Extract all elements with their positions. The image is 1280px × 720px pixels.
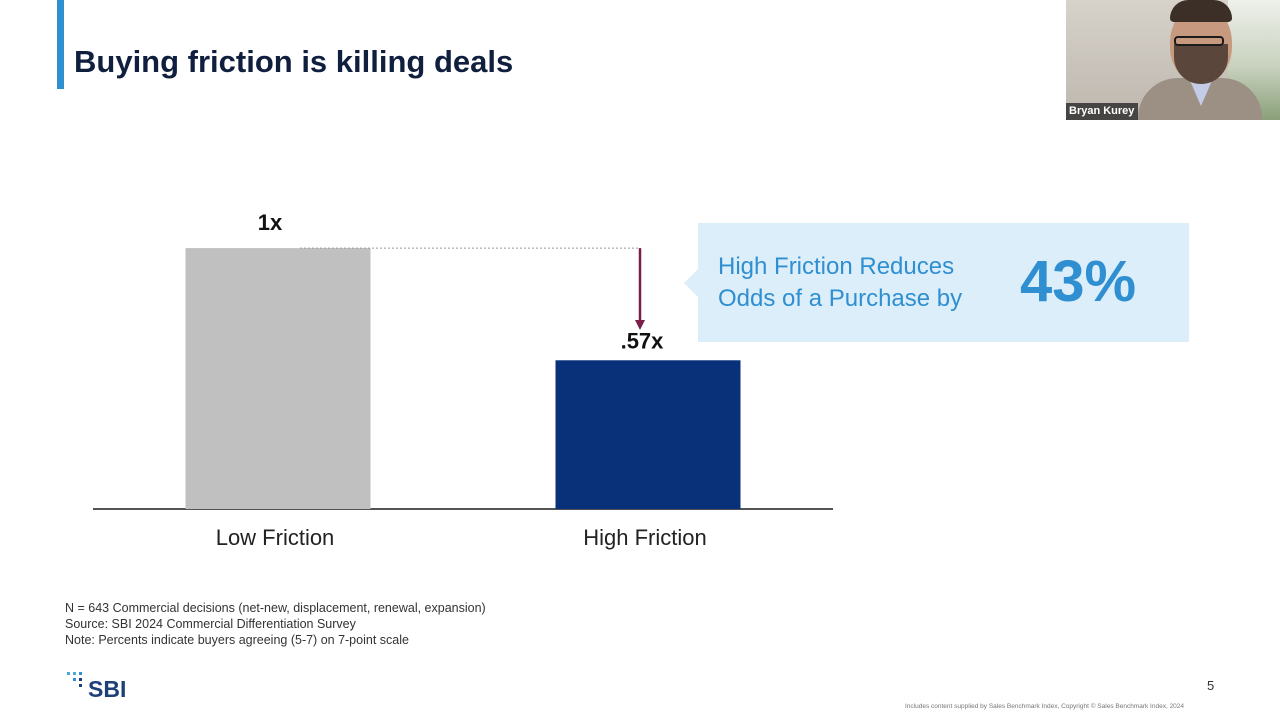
data-label-high-friction: .57x xyxy=(621,328,665,353)
page-number: 5 xyxy=(1207,678,1215,693)
footnote-note: Note: Percents indicate buyers agreeing … xyxy=(65,633,409,647)
bar-low-friction xyxy=(185,248,371,509)
logo-text: SBI xyxy=(88,676,127,702)
bar-high-friction xyxy=(555,360,741,509)
participant-name: Bryan Kurey xyxy=(1066,103,1139,120)
title-accent-bar xyxy=(57,0,64,89)
data-label-low-friction: 1x xyxy=(258,210,283,235)
video-thumbnail[interactable]: Bryan Kurey xyxy=(1066,0,1280,120)
footnotes: N = 643 Commercial decisions (net-new, d… xyxy=(65,600,486,648)
slide-title: Buying friction is killing deals xyxy=(74,44,514,79)
category-label-low-friction: Low Friction xyxy=(216,525,335,550)
callout-text: High Friction Reduces Odds of a Purchase… xyxy=(718,253,963,312)
callout-box: High Friction Reduces Odds of a Purchase… xyxy=(684,223,1189,342)
video-person-hair xyxy=(1170,0,1232,22)
footnote-source: Source: SBI 2024 Commercial Differentiat… xyxy=(65,617,356,631)
logo-dots-icon xyxy=(67,672,82,687)
callout-value: 43% xyxy=(1020,249,1137,314)
video-person-glasses xyxy=(1174,36,1224,46)
copyright-notice: Includes content supplied by Sales Bench… xyxy=(905,703,1185,710)
drop-arrowhead xyxy=(635,320,645,330)
footnote-sample: N = 643 Commercial decisions (net-new, d… xyxy=(65,601,486,615)
sbi-logo: SBI xyxy=(65,670,155,704)
category-label-high-friction: High Friction xyxy=(583,525,706,550)
